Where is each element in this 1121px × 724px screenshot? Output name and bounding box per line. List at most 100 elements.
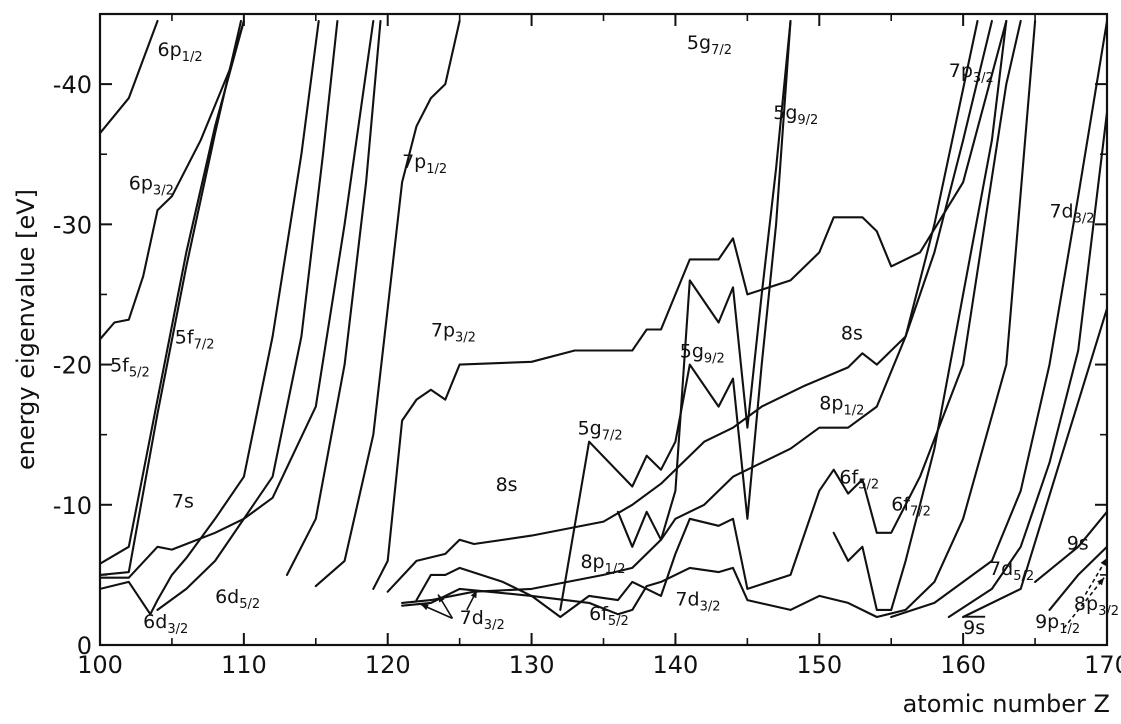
curve-label-main: 9s bbox=[963, 617, 985, 639]
curve-label: 7d3/2 bbox=[460, 607, 505, 633]
curve-label: 5g9/2 bbox=[680, 341, 725, 367]
curve-label: 7d3/2 bbox=[675, 589, 720, 615]
axes: 100 110 120 130 140 150 160 170 0 -10 -20 -30 -40 bbox=[53, 12, 1121, 679]
curve-label: 8s bbox=[496, 474, 518, 496]
curve-label-sub: 9/2 bbox=[797, 113, 818, 128]
curve-label: 5f5/2 bbox=[110, 355, 150, 381]
curve-label: 7p1/2 bbox=[402, 151, 447, 177]
curve-label-main: 6f bbox=[589, 603, 609, 625]
arrow-head bbox=[1097, 577, 1105, 586]
series-line-8p1-2 bbox=[401, 19, 979, 604]
y-tick-label: 0 bbox=[77, 632, 92, 660]
x-tick-label: 100 bbox=[77, 651, 123, 679]
series-line-5g7-2 bbox=[559, 19, 792, 611]
curve-label-sub: 3/2 bbox=[484, 618, 505, 633]
curve-label-main: 5g bbox=[680, 341, 704, 363]
curve-label: 6f7/2 bbox=[891, 493, 931, 519]
curve-label: 9s bbox=[1067, 533, 1089, 555]
curve-label-sub: 1/2 bbox=[426, 162, 447, 177]
curve-label-sub: 5/2 bbox=[608, 614, 629, 629]
x-tick-label: 170 bbox=[1084, 651, 1121, 679]
x-tick-label: 120 bbox=[365, 651, 411, 679]
series-line-7d3-2-r bbox=[947, 111, 1107, 619]
curve-label-main: 5g bbox=[578, 418, 602, 440]
curve-label-main: 7p bbox=[949, 60, 973, 82]
curve-label: 7p3/2 bbox=[431, 320, 476, 346]
curve-label-sub: 1/2 bbox=[605, 562, 626, 577]
series-line-7d5-2 bbox=[890, 19, 1107, 619]
curve-label: 8p1/2 bbox=[580, 551, 625, 577]
curve-label: 7s bbox=[172, 491, 194, 513]
curve-label-main: 6p bbox=[129, 172, 153, 194]
curve-label-sub: 3/2 bbox=[700, 600, 721, 615]
curve-label-sub: 7/2 bbox=[711, 43, 732, 58]
curve-label-sub: 9/2 bbox=[704, 352, 725, 367]
y-axis-title: energy eigenvalue [eV] bbox=[12, 189, 40, 470]
curve-label-sub: 5/2 bbox=[129, 366, 150, 381]
curve-label: 9s bbox=[963, 617, 985, 639]
label-arrow bbox=[1063, 577, 1105, 629]
curve-label-sub: 5/2 bbox=[1013, 569, 1034, 584]
series-line-6d5-2 bbox=[156, 19, 339, 611]
curve-label-sub: 1/2 bbox=[1059, 622, 1080, 637]
curve-label: 6p3/2 bbox=[129, 172, 174, 198]
y-tick-label: -10 bbox=[53, 492, 92, 520]
y-tick-label: -30 bbox=[53, 211, 92, 239]
curve-label: 5g7/2 bbox=[578, 418, 623, 444]
series-line-6p1-2 bbox=[100, 19, 159, 135]
curve-label: 9p1/2 bbox=[1035, 611, 1080, 637]
arrow-head bbox=[420, 604, 429, 611]
curve-label: 5f7/2 bbox=[175, 327, 215, 353]
curve-label: 6f5/2 bbox=[589, 603, 629, 629]
curve-label-main: 5g bbox=[687, 32, 711, 54]
curve-label: 5g9/2 bbox=[773, 102, 818, 128]
x-tick-label: 150 bbox=[796, 651, 842, 679]
series-line-6f7-2 bbox=[832, 19, 1008, 611]
series-line-7p1-2-b bbox=[314, 19, 461, 588]
curve-label: 5g7/2 bbox=[687, 32, 732, 58]
series-line-8p3-2 bbox=[1048, 545, 1107, 611]
y-tick-label: -40 bbox=[53, 71, 92, 99]
curve-label-main: 6d bbox=[143, 611, 167, 633]
series-line-5g9-2 bbox=[616, 19, 792, 548]
curve-label: 6f5/2 bbox=[839, 467, 879, 493]
curve-label-sub: 5/2 bbox=[239, 597, 260, 612]
curve-label-main: 8s bbox=[496, 474, 518, 496]
curve-label: 8p1/2 bbox=[819, 392, 864, 418]
curve-label-sub: 1/2 bbox=[182, 50, 203, 65]
curve-label-main: 5g bbox=[773, 102, 797, 124]
curve-label-main: 6p bbox=[158, 39, 182, 61]
series-line-7s bbox=[100, 19, 375, 579]
curve-label-main: 8p bbox=[819, 392, 843, 414]
curve-label-sub: 3/2 bbox=[1074, 211, 1095, 226]
curve-label-sub: 7/2 bbox=[194, 338, 215, 353]
curve-label: 6d3/2 bbox=[143, 611, 188, 637]
curve-label-main: 7d bbox=[1049, 200, 1073, 222]
x-tick-label: 110 bbox=[221, 651, 267, 679]
curve-label-main: 5f bbox=[110, 355, 130, 377]
curve-label: 8p3/2 bbox=[1074, 593, 1119, 619]
curve-label-main: 9s bbox=[1067, 533, 1089, 555]
arrow-head bbox=[470, 590, 477, 599]
series-line-9p1-2 bbox=[962, 307, 1107, 619]
arrows bbox=[420, 557, 1108, 629]
curve-label-main: 8p bbox=[1074, 593, 1098, 615]
curve-label-sub: 7/2 bbox=[602, 429, 623, 444]
curve-label-main: 6f bbox=[891, 493, 911, 515]
curve-label-sub: 3/2 bbox=[167, 622, 188, 637]
arrow-head bbox=[438, 594, 445, 603]
curve-labels: 6p1/26p3/25f7/25f5/27s6d3/26d5/27p1/27p3… bbox=[110, 32, 1119, 639]
curve-label: 7p3/2 bbox=[949, 60, 994, 86]
curve-label: 8s bbox=[841, 322, 863, 344]
curve-label-main: 9p bbox=[1035, 611, 1059, 633]
curve-label-main: 7p bbox=[402, 151, 426, 173]
x-tick-label: 160 bbox=[940, 651, 986, 679]
curve-label-sub: 3/2 bbox=[455, 331, 476, 346]
curve-label-main: 6d bbox=[215, 586, 239, 608]
curve-label-sub: 3/2 bbox=[1098, 604, 1119, 619]
curve-label-main: 8s bbox=[841, 322, 863, 344]
curve-label-sub: 7/2 bbox=[910, 504, 931, 519]
curve-label-main: 7d bbox=[460, 607, 484, 629]
curve-label-main: 7s bbox=[172, 491, 194, 513]
